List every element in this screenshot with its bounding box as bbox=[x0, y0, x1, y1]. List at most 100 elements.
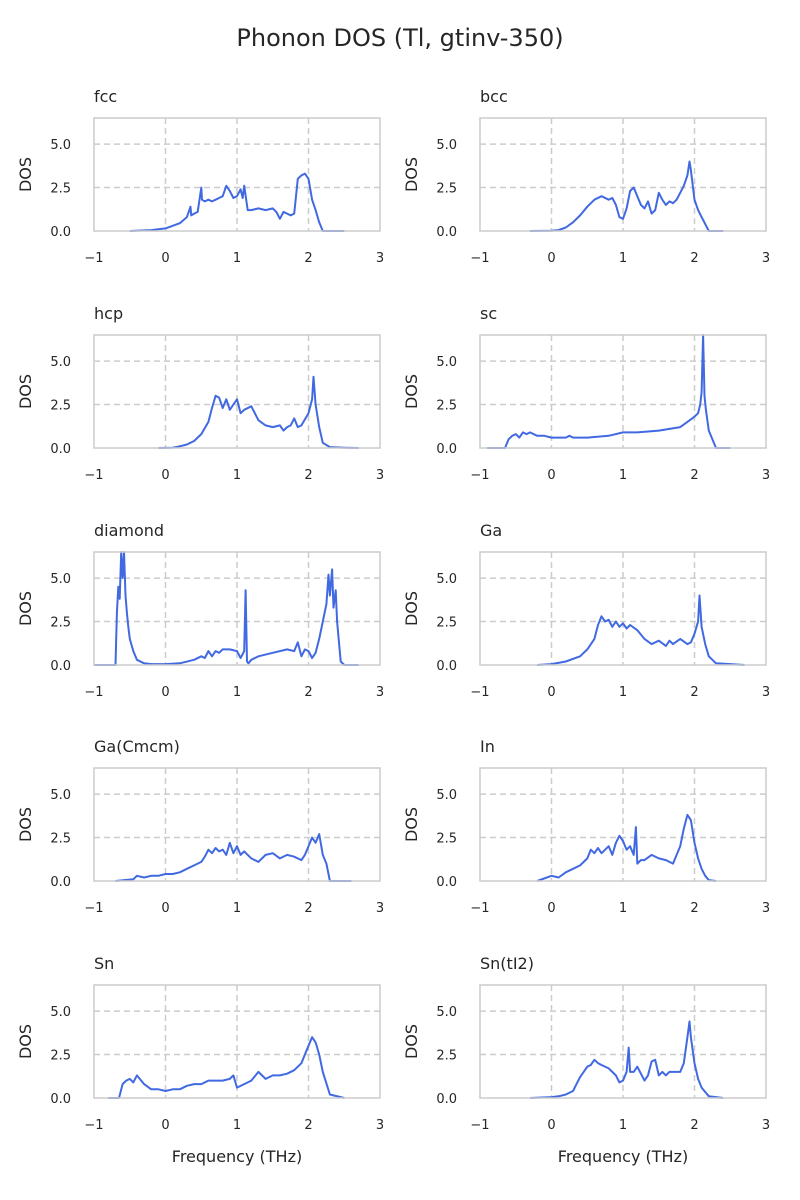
x-tick-label: 3 bbox=[762, 901, 770, 916]
y-tick-label: 0.0 bbox=[436, 1092, 457, 1107]
y-tick-label: 5.0 bbox=[436, 138, 457, 153]
panel-title: Sn(tI2) bbox=[480, 954, 534, 973]
y-axis-label: DOS bbox=[16, 157, 35, 192]
x-tick-label: 2 bbox=[304, 1118, 312, 1133]
panel-title: fcc bbox=[94, 87, 117, 106]
x-tick-label: 1 bbox=[233, 901, 241, 916]
plot-frame bbox=[479, 984, 767, 1099]
y-tick-label: 5.0 bbox=[436, 1005, 457, 1020]
y-tick-label: 5.0 bbox=[436, 788, 457, 803]
x-tick-label: 0 bbox=[547, 1118, 555, 1133]
dos-series-line bbox=[108, 1036, 345, 1099]
chart-panel-Ga(Cmcm): Ga(Cmcm) −1 0 1 2 3 0.0 2.5 5.0 DOS bbox=[16, 737, 384, 916]
x-tick-label: 2 bbox=[690, 685, 698, 700]
x-tick-label: 0 bbox=[161, 1118, 169, 1133]
x-tick-label: −1 bbox=[470, 901, 489, 916]
dos-series-line bbox=[158, 375, 359, 449]
y-axis-label: DOS bbox=[16, 1024, 35, 1059]
y-tick-label: 0.0 bbox=[436, 442, 457, 457]
chart-panel-bcc: bcc −1 0 1 2 3 0.0 2.5 5.0 DOS bbox=[402, 87, 770, 266]
dos-series-line bbox=[487, 334, 731, 449]
chart-panel-Sn(tI2): Sn(tI2) −1 0 1 2 3 0.0 2.5 5.0 DOS Frequency (THz) bbox=[402, 954, 770, 1166]
x-tick-label: 1 bbox=[619, 1118, 627, 1133]
x-tick-label: −1 bbox=[470, 468, 489, 483]
x-tick-label: 0 bbox=[547, 468, 555, 483]
x-tick-label: −1 bbox=[84, 468, 103, 483]
y-tick-label: 2.5 bbox=[50, 616, 71, 631]
dos-series-line bbox=[94, 551, 359, 666]
chart-panel-Sn: Sn −1 0 1 2 3 0.0 2.5 5.0 DOS Frequency (THz) bbox=[16, 954, 384, 1166]
dos-series-line bbox=[115, 833, 352, 882]
y-axis-label: DOS bbox=[402, 374, 421, 409]
y-tick-label: 2.5 bbox=[436, 399, 457, 414]
y-tick-label: 5.0 bbox=[436, 572, 457, 587]
x-tick-label: 1 bbox=[619, 685, 627, 700]
panel-title: Ga(Cmcm) bbox=[94, 737, 180, 756]
y-axis-label: DOS bbox=[402, 807, 421, 842]
x-tick-label: 3 bbox=[376, 468, 384, 483]
plot-frame bbox=[93, 334, 381, 449]
panels-container: fcc −1 0 1 2 3 0.0 2.5 5.0 DOS bcc −1 0 1 2 3 0.0 2.5 5.0 D… bbox=[16, 87, 770, 1166]
y-tick-label: 5.0 bbox=[50, 1005, 71, 1020]
x-tick-label: 3 bbox=[376, 1118, 384, 1133]
x-tick-label: 0 bbox=[161, 901, 169, 916]
x-tick-label: −1 bbox=[470, 685, 489, 700]
y-tick-label: 2.5 bbox=[436, 182, 457, 197]
x-tick-label: 3 bbox=[762, 685, 770, 700]
y-tick-label: 0.0 bbox=[50, 659, 71, 674]
panel-title: bcc bbox=[480, 87, 508, 106]
chart-panel-In: In −1 0 1 2 3 0.0 2.5 5.0 DOS bbox=[402, 737, 770, 916]
x-tick-label: −1 bbox=[470, 1118, 489, 1133]
panel-title: Ga bbox=[480, 521, 502, 540]
x-tick-label: 0 bbox=[547, 251, 555, 266]
x-tick-label: 3 bbox=[762, 251, 770, 266]
x-axis-label: Frequency (THz) bbox=[172, 1147, 302, 1166]
y-axis-label: DOS bbox=[402, 1024, 421, 1059]
y-tick-label: 5.0 bbox=[50, 788, 71, 803]
x-tick-label: 3 bbox=[762, 1118, 770, 1133]
y-axis-label: DOS bbox=[402, 591, 421, 626]
x-tick-label: 2 bbox=[690, 468, 698, 483]
chart-panel-Ga: Ga −1 0 1 2 3 0.0 2.5 5.0 DOS bbox=[402, 521, 770, 700]
chart-panel-diamond: diamond −1 0 1 2 3 0.0 2.5 5.0 DOS bbox=[16, 521, 384, 700]
panel-title: diamond bbox=[94, 521, 164, 540]
y-tick-label: 0.0 bbox=[436, 659, 457, 674]
y-tick-label: 2.5 bbox=[50, 1049, 71, 1064]
y-axis-label: DOS bbox=[16, 807, 35, 842]
plot-frame bbox=[479, 117, 767, 232]
panel-title: Sn bbox=[94, 954, 114, 973]
x-tick-label: 1 bbox=[233, 251, 241, 266]
x-tick-label: 1 bbox=[233, 685, 241, 700]
dos-series-line bbox=[129, 172, 345, 232]
x-tick-label: 3 bbox=[376, 685, 384, 700]
plot-frame bbox=[479, 551, 767, 666]
y-tick-label: 2.5 bbox=[50, 399, 71, 414]
y-tick-label: 0.0 bbox=[50, 1092, 71, 1107]
x-tick-label: 2 bbox=[304, 685, 312, 700]
x-tick-label: 0 bbox=[161, 251, 169, 266]
x-tick-label: 3 bbox=[762, 468, 770, 483]
figure-title: Phonon DOS (Tl, gtinv-350) bbox=[236, 24, 563, 52]
x-tick-label: 2 bbox=[690, 251, 698, 266]
panel-title: hcp bbox=[94, 304, 123, 323]
y-tick-label: 2.5 bbox=[436, 832, 457, 847]
x-tick-label: 2 bbox=[304, 251, 312, 266]
plot-frame bbox=[93, 551, 381, 666]
y-tick-label: 5.0 bbox=[50, 355, 71, 370]
y-tick-label: 2.5 bbox=[50, 832, 71, 847]
y-axis-label: DOS bbox=[402, 157, 421, 192]
x-tick-label: 1 bbox=[619, 468, 627, 483]
y-tick-label: 0.0 bbox=[436, 875, 457, 890]
y-tick-label: 5.0 bbox=[436, 355, 457, 370]
dos-series-line bbox=[529, 1020, 724, 1099]
x-tick-label: 1 bbox=[233, 1118, 241, 1133]
x-tick-label: −1 bbox=[470, 251, 489, 266]
x-tick-label: 2 bbox=[304, 901, 312, 916]
dos-series-line bbox=[537, 594, 745, 666]
chart-panel-hcp: hcp −1 0 1 2 3 0.0 2.5 5.0 DOS bbox=[16, 304, 384, 483]
x-tick-label: 3 bbox=[376, 251, 384, 266]
x-tick-label: 3 bbox=[376, 901, 384, 916]
x-tick-label: 1 bbox=[619, 901, 627, 916]
dos-series-line bbox=[529, 160, 724, 232]
